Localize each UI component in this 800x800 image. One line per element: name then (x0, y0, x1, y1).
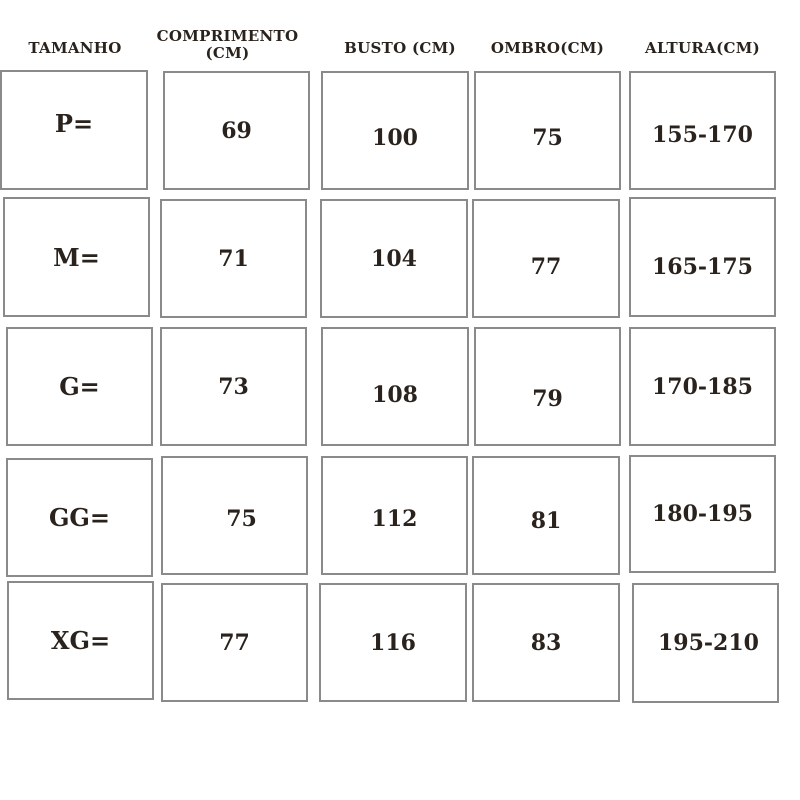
cell-ombro: 81 (472, 456, 620, 575)
header-busto: BUSTO (CM) (344, 39, 456, 57)
cell-altura: 155-170 (629, 71, 776, 190)
cell-size: GG= (6, 458, 153, 577)
header-ombro: OMBRO(CM) (490, 39, 605, 57)
cell-size: G= (6, 327, 153, 446)
cell-busto: 112 (321, 456, 468, 575)
cell-comprimento: 69 (163, 71, 310, 190)
cell-ombro: 77 (472, 199, 620, 318)
cell-size: M= (3, 197, 150, 317)
header-comprimento: COMPRIMENTO (CM) (156, 27, 299, 62)
header-altura: ALTURA(CM) (644, 39, 761, 57)
cell-busto: 100 (321, 71, 469, 190)
cell-comprimento: 73 (160, 327, 307, 446)
cell-comprimento: 75 (161, 456, 308, 575)
cell-size: P= (0, 70, 148, 190)
cell-ombro: 79 (474, 327, 621, 446)
cell-size: XG= (7, 581, 154, 700)
cell-altura: 165-175 (629, 197, 776, 317)
cell-altura: 180-195 (629, 455, 776, 573)
cell-ombro: 83 (472, 583, 620, 702)
cell-altura: 195-210 (632, 583, 779, 703)
cell-altura: 170-185 (629, 327, 776, 446)
cell-busto: 108 (321, 327, 469, 446)
cell-busto: 104 (320, 199, 468, 318)
cell-comprimento: 71 (160, 199, 307, 318)
cell-ombro: 75 (474, 71, 621, 190)
header-tamanho: TAMANHO (28, 39, 122, 57)
cell-busto: 116 (319, 583, 467, 702)
cell-comprimento: 77 (161, 583, 308, 702)
